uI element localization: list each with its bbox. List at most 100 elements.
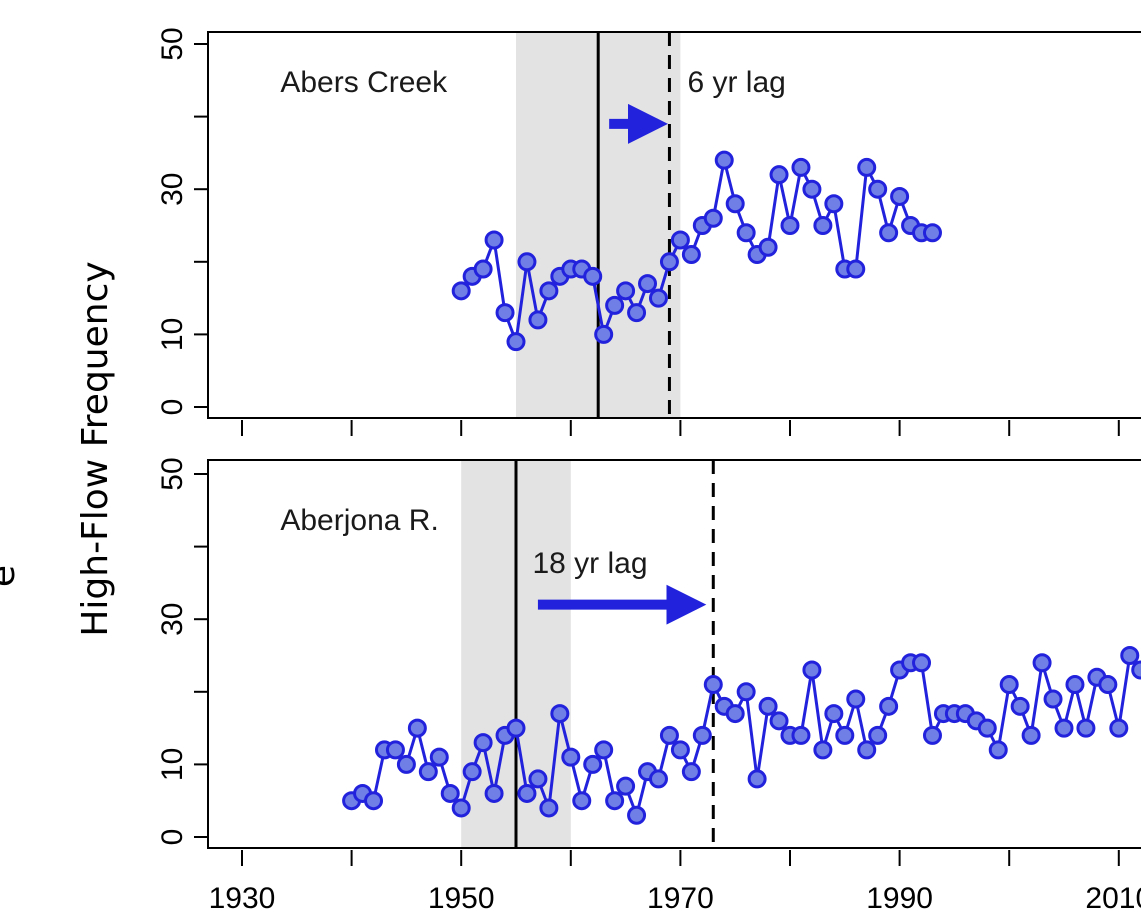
data-point — [692, 725, 712, 745]
data-point — [1131, 660, 1141, 680]
data-point — [758, 696, 778, 716]
data-point — [725, 704, 745, 724]
x-tick-label-1930: 1930 — [209, 882, 276, 915]
data-point — [999, 675, 1019, 695]
y-tick-label-aberjona-30: 30 — [156, 603, 189, 636]
data-point — [890, 186, 910, 206]
data-point — [583, 754, 603, 774]
x-tick-label-1970: 1970 — [647, 882, 714, 915]
station-label-aberjona: Aberjona R. — [280, 504, 438, 537]
data-point — [473, 733, 493, 753]
data-point — [528, 769, 548, 789]
x-tick-label-1990: 1990 — [866, 882, 933, 915]
data-point — [1076, 718, 1096, 738]
data-point — [835, 725, 855, 745]
data-point — [561, 747, 581, 767]
data-point — [473, 259, 493, 279]
x-axis: 1930 1950 1970 1990 2010 — [209, 420, 1141, 915]
series-abers — [451, 150, 942, 352]
data-point — [396, 754, 416, 774]
y-tick-label-aberjona-0: 0 — [156, 829, 189, 846]
data-point — [703, 675, 723, 695]
data-point — [605, 791, 625, 811]
y-tick-label-abers-50: 50 — [156, 27, 189, 60]
data-point — [681, 245, 701, 265]
data-point — [506, 718, 526, 738]
data-point — [813, 216, 833, 235]
data-point — [648, 769, 668, 789]
data-point — [769, 165, 789, 185]
data-point — [506, 332, 526, 352]
data-point — [517, 783, 537, 803]
x-tick-label-2010: 2010 — [1085, 882, 1141, 915]
data-point — [659, 252, 679, 272]
data-point — [648, 288, 668, 308]
data-point — [681, 762, 701, 782]
data-point — [758, 237, 778, 257]
data-point — [440, 783, 460, 803]
data-point — [977, 718, 997, 738]
data-point — [703, 208, 723, 228]
data-point — [813, 740, 833, 760]
data-point — [572, 791, 592, 811]
plot-frame-abers — [207, 31, 1141, 419]
data-point — [670, 740, 690, 760]
data-point — [1098, 675, 1118, 695]
data-point — [484, 230, 504, 250]
data-point — [857, 740, 877, 760]
data-point — [1065, 675, 1085, 695]
station-label-abers: Abers Creek — [280, 66, 448, 99]
data-point — [879, 223, 899, 243]
panel-abers-creek: 0 10 30 50 Abers Creek 6 yr lag — [156, 27, 1141, 419]
y-tick-label-abers-0: 0 — [156, 399, 189, 416]
data-point — [824, 704, 844, 724]
data-point — [912, 653, 932, 673]
data-point — [1109, 718, 1129, 738]
data-point — [462, 762, 482, 782]
data-point — [1021, 725, 1041, 745]
data-point — [824, 194, 844, 214]
data-point — [1010, 696, 1030, 716]
data-point — [364, 791, 384, 811]
data-point — [616, 281, 636, 301]
data-point — [550, 704, 570, 724]
data-point — [922, 223, 942, 243]
data-point — [495, 303, 515, 323]
plot-frame-aberjona — [207, 459, 1141, 849]
y-tick-label-abers-10: 10 — [156, 318, 189, 351]
data-point — [791, 725, 811, 745]
data-point — [517, 252, 537, 272]
data-point — [539, 798, 559, 818]
data-point — [407, 718, 427, 738]
data-point — [725, 194, 745, 214]
data-point — [594, 740, 614, 760]
data-point — [418, 762, 438, 782]
data-point — [879, 696, 899, 716]
data-point — [736, 682, 756, 702]
data-point — [627, 805, 647, 825]
data-point — [627, 303, 647, 323]
lag-label-abers: 6 yr lag — [687, 66, 785, 99]
data-point — [616, 776, 636, 796]
data-point — [846, 259, 866, 279]
data-point — [528, 310, 548, 330]
data-point — [868, 179, 888, 199]
data-point — [451, 798, 471, 818]
data-point — [429, 747, 449, 767]
y-tick-label-aberjona-10: 10 — [156, 748, 189, 781]
series-aberjona — [342, 646, 1141, 825]
data-point — [802, 660, 822, 680]
data-point — [539, 281, 559, 301]
data-point — [714, 150, 734, 170]
data-point — [583, 266, 603, 286]
data-point — [868, 725, 888, 745]
y-tick-label-aberjona-50: 50 — [156, 457, 189, 490]
data-point — [659, 725, 679, 745]
data-point — [605, 295, 625, 315]
data-point — [736, 223, 756, 243]
data-point — [747, 769, 767, 789]
data-point — [1043, 689, 1063, 709]
data-point — [594, 324, 614, 344]
data-point — [1120, 646, 1140, 665]
